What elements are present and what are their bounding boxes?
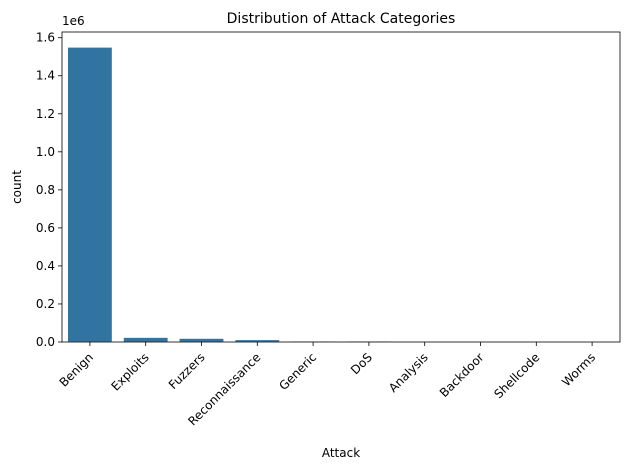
y-axis: 0.0 0.2 0.4 0.6 0.8 1.0 1.2 1.4 1.6: [36, 31, 62, 349]
y-axis-offset-label: 1e6: [62, 14, 85, 28]
x-tick-label: Worms: [559, 350, 598, 389]
bars-group: [67, 46, 615, 343]
x-tick-label: Backdoor: [437, 350, 487, 400]
x-tick-label: Shellcode: [491, 350, 542, 401]
bar-fuzzers: [178, 337, 225, 343]
chart-title: Distribution of Attack Categories: [227, 11, 456, 27]
x-tick-label: DoS: [348, 350, 375, 377]
bar-exploits: [122, 337, 169, 343]
plot-frame: [61, 31, 621, 343]
y-tick-label: 0.8: [36, 183, 55, 197]
x-tick-label: Generic: [276, 350, 319, 393]
y-tick-label: 0.4: [36, 259, 55, 273]
y-tick-label: 1.2: [36, 107, 55, 121]
y-tick-label: 0.2: [36, 297, 55, 311]
x-tick-label: Benign: [57, 350, 96, 389]
y-tick-label: 0.6: [36, 221, 55, 235]
y-axis-label: count: [10, 170, 24, 204]
x-tick-label: Fuzzers: [166, 350, 208, 392]
bar-benign: [67, 46, 113, 343]
y-tick-label: 1.6: [36, 31, 55, 45]
x-tick-label: Exploits: [108, 350, 151, 393]
x-axis-label: Attack: [322, 446, 360, 460]
x-tick-label: Analysis: [386, 350, 431, 395]
y-tick-label: 1.4: [36, 69, 55, 83]
y-tick-label: 1.0: [36, 145, 55, 159]
y-tick-label: 0.0: [36, 335, 55, 349]
